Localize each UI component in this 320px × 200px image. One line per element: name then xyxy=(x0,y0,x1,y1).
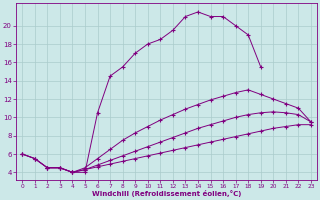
X-axis label: Windchill (Refroidissement éolien,°C): Windchill (Refroidissement éolien,°C) xyxy=(92,190,241,197)
